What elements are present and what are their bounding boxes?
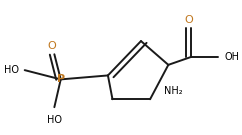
- Text: O: O: [184, 15, 193, 25]
- Text: HO: HO: [4, 65, 19, 75]
- Text: HO: HO: [47, 115, 62, 125]
- Text: P: P: [57, 74, 65, 84]
- Text: O: O: [48, 41, 56, 51]
- Text: OH: OH: [224, 52, 239, 62]
- Text: NH₂: NH₂: [164, 86, 182, 96]
